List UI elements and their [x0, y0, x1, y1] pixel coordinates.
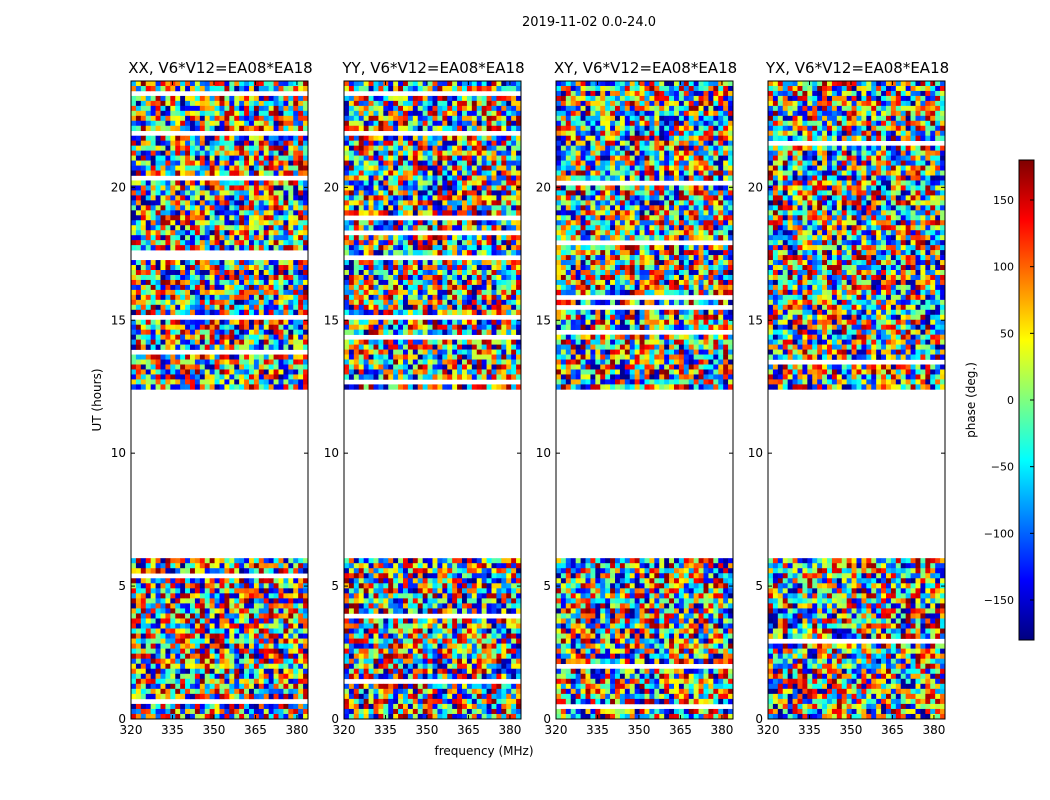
- y-tick-label: 5: [543, 579, 551, 593]
- heatmap-panel: XY, V6*V12=EA08*EA18 320 335 350 365 380 0 5 10 1…: [536, 59, 737, 737]
- y-tick-label: 15: [748, 313, 763, 327]
- y-tick-label: 5: [331, 579, 339, 593]
- panel-frame: [343, 80, 522, 720]
- colorbar-tick-label: −100: [984, 527, 1014, 540]
- y-tick-label: 0: [331, 712, 339, 726]
- heatmap-panel: YX, V6*V12=EA08*EA18 320 335 350 365 380 0 5 10 1…: [748, 59, 949, 737]
- y-tick-label: 20: [536, 180, 551, 194]
- heatmap-panel: XX, V6*V12=EA08*EA18 320 335 350 365 380 0 5 10 1…: [111, 59, 313, 737]
- colorbar-tick-label: −50: [991, 461, 1014, 474]
- x-tick-label: 320: [545, 723, 568, 737]
- x-tick-label: 380: [710, 723, 733, 737]
- colorbar-tick-label: 0: [1007, 394, 1014, 407]
- figure-suptitle: 2019-11-02 0.0-24.0: [522, 15, 656, 30]
- y-tick-label: 15: [536, 313, 551, 327]
- x-tick-label: 380: [285, 723, 308, 737]
- panel-title: XY, V6*V12=EA08*EA18: [554, 59, 737, 77]
- colorbar-label: phase (deg.): [964, 362, 978, 438]
- colorbar-tick-label: −150: [984, 594, 1014, 607]
- x-tick-label: 335: [798, 723, 821, 737]
- x-tick-label: 365: [244, 723, 267, 737]
- heatmap-panel: YY, V6*V12=EA08*EA18 320 335 350 365 380 0 5 10 1…: [324, 59, 525, 737]
- x-tick-label: 365: [669, 723, 692, 737]
- y-tick-label: 5: [118, 579, 126, 593]
- y-tick-label: 5: [755, 579, 763, 593]
- y-tick-label: 10: [111, 446, 126, 460]
- x-tick-label: 350: [203, 723, 226, 737]
- panel-frame: [130, 80, 309, 720]
- panel-frame: [767, 80, 946, 720]
- heatmap-cells: [556, 81, 734, 720]
- heatmap-panels: XX, V6*V12=EA08*EA18 320 335 350 365 380 0 5 10 1…: [111, 59, 949, 737]
- panel-frame: [555, 80, 734, 720]
- heatmap-cells: [344, 81, 522, 720]
- x-tick-label: 350: [628, 723, 651, 737]
- colorbar-tick-label: 100: [993, 261, 1014, 274]
- x-tick-label: 380: [922, 723, 945, 737]
- y-tick-label: 15: [324, 313, 339, 327]
- y-tick-label: 0: [543, 712, 551, 726]
- x-tick-label: 365: [881, 723, 904, 737]
- x-tick-label: 335: [374, 723, 397, 737]
- panel-title: YY, V6*V12=EA08*EA18: [341, 59, 524, 77]
- x-tick-label: 350: [840, 723, 863, 737]
- colorbar-tick-label: 150: [993, 194, 1014, 207]
- x-tick-label: 320: [120, 723, 143, 737]
- x-tick-label: 350: [416, 723, 439, 737]
- heatmap-cells: [131, 81, 309, 720]
- heatmap-cells: [768, 81, 946, 720]
- y-tick-label: 20: [748, 180, 763, 194]
- panel-title: XX, V6*V12=EA08*EA18: [128, 59, 312, 77]
- y-tick-label: 20: [111, 180, 126, 194]
- x-tick-label: 335: [586, 723, 609, 737]
- colorbar-tick-label: 50: [1000, 327, 1014, 340]
- x-tick-label: 320: [333, 723, 356, 737]
- y-tick-label: 10: [536, 446, 551, 460]
- y-tick-label: 0: [118, 712, 126, 726]
- colorbar: 150 100 50 0 −50 −100 −150 phase (deg.): [964, 159, 1035, 641]
- x-tick-label: 320: [757, 723, 780, 737]
- y-tick-label: 20: [324, 180, 339, 194]
- y-tick-label: 15: [111, 313, 126, 327]
- panel-title: YX, V6*V12=EA08*EA18: [765, 59, 949, 77]
- y-tick-label: 10: [324, 446, 339, 460]
- x-tick-label: 365: [457, 723, 480, 737]
- y-tick-label: 10: [748, 446, 763, 460]
- x-tick-label: 380: [498, 723, 521, 737]
- x-axis-label: frequency (MHz): [434, 744, 533, 758]
- y-axis-label: UT (hours): [90, 368, 104, 431]
- colorbar-ticks: 150 100 50 0 −50 −100 −150: [984, 194, 1034, 607]
- y-tick-label: 0: [755, 712, 763, 726]
- x-tick-label: 335: [161, 723, 184, 737]
